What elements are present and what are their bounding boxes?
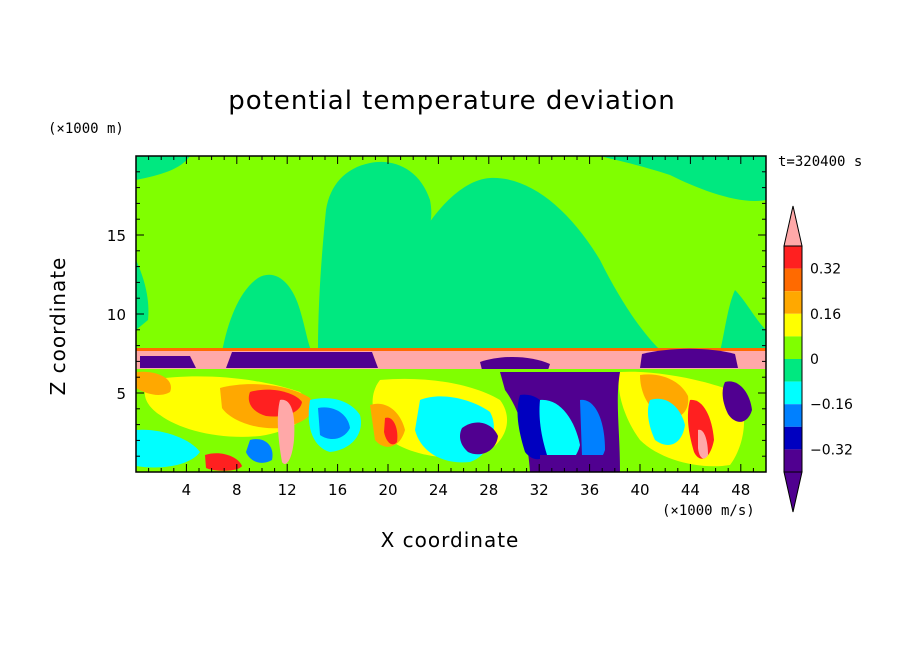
low-red-4 bbox=[205, 453, 242, 471]
low-purple-3 bbox=[722, 381, 752, 422]
low-pink-2 bbox=[698, 429, 708, 459]
x-axis-label-text: X coordinate bbox=[380, 528, 520, 552]
colorbar-bin bbox=[784, 313, 802, 337]
colorbar-bin bbox=[784, 449, 802, 472]
x-tick-label: 28 bbox=[479, 481, 498, 499]
x-tick-label: 44 bbox=[681, 481, 700, 499]
colorbar-tick-label: −0.16 bbox=[810, 397, 853, 413]
colorbar-frame bbox=[783, 245, 803, 473]
colorbar-bin bbox=[784, 381, 802, 405]
x-tick-label: 4 bbox=[182, 481, 192, 499]
colorbar-bin bbox=[784, 404, 802, 427]
purple-band-a bbox=[226, 352, 378, 368]
z-units-label: (×1000 m) bbox=[48, 121, 124, 137]
band-orange bbox=[136, 348, 766, 352]
x-tick-label: 40 bbox=[630, 481, 649, 499]
x-tick-label: 8 bbox=[232, 481, 242, 499]
colorbar-bin bbox=[784, 426, 802, 450]
colorbar-bin bbox=[784, 268, 802, 292]
colorbar-tick-label: 0 bbox=[810, 352, 819, 368]
colorbar-bin bbox=[784, 359, 802, 382]
time-label: t=320400 s bbox=[778, 154, 863, 170]
teal-plume-mid bbox=[455, 279, 526, 352]
low-cyan-4 bbox=[539, 399, 580, 464]
x-tick-label: 24 bbox=[429, 481, 448, 499]
colorbar-tick-label: −0.32 bbox=[810, 442, 853, 458]
x-tick-label: 36 bbox=[580, 481, 599, 499]
colorbar-extend-max bbox=[783, 205, 803, 247]
low-blue-3 bbox=[580, 399, 605, 464]
y-tick-label: 15 bbox=[107, 227, 126, 245]
x-units-label: (×1000 m/s) bbox=[662, 503, 755, 519]
y-axis-ticks: 5 10 15 bbox=[107, 171, 766, 457]
purple-band-left bbox=[140, 356, 196, 368]
colorbar: 0.32 0.16 0 −0.16 −0.32 bbox=[783, 205, 853, 513]
low-cyan-2 bbox=[136, 429, 200, 468]
teal-top-left bbox=[136, 156, 190, 180]
colorbar-bin bbox=[784, 246, 802, 269]
teal-left-edge bbox=[136, 260, 149, 330]
colorbar-tick-label: 0.16 bbox=[810, 307, 841, 323]
x-axis-label: X coordinate bbox=[0, 528, 904, 552]
low-red-3 bbox=[687, 399, 714, 459]
chart-title: potential temperature deviation bbox=[228, 86, 676, 116]
low-purple-1 bbox=[460, 422, 498, 455]
teal-plume-large bbox=[318, 161, 660, 350]
x-axis-ticks: 4 8 12 16 20 24 28 32 36 40 44 48 bbox=[148, 156, 754, 499]
x-tick-label: 32 bbox=[530, 481, 549, 499]
purple-band-c bbox=[640, 348, 738, 368]
colorbar-bin bbox=[784, 291, 802, 314]
low-red-2 bbox=[384, 417, 398, 445]
low-pink-1 bbox=[277, 399, 295, 464]
low-cyan-5 bbox=[647, 398, 685, 445]
teal-right-edge bbox=[720, 290, 766, 352]
colorbar-extend-min bbox=[783, 471, 803, 513]
low-blue-4 bbox=[246, 439, 273, 463]
low-blue-1 bbox=[318, 407, 350, 440]
teal-plume-left bbox=[222, 274, 312, 352]
y-tick-label: 10 bbox=[107, 306, 126, 324]
x-tick-label: 20 bbox=[378, 481, 397, 499]
x-tick-label: 16 bbox=[328, 481, 347, 499]
low-purple-4 bbox=[540, 455, 610, 472]
low-orange-4 bbox=[136, 371, 171, 395]
colorbar-bin bbox=[784, 336, 802, 359]
colorbar-tick-label: 0.32 bbox=[810, 262, 841, 278]
y-tick-label: 5 bbox=[116, 385, 126, 403]
contour-field bbox=[136, 156, 766, 472]
x-tick-label: 12 bbox=[278, 481, 297, 499]
teal-top-right bbox=[600, 156, 766, 201]
purple-band-b bbox=[480, 356, 550, 370]
x-tick-label: 48 bbox=[731, 481, 750, 499]
